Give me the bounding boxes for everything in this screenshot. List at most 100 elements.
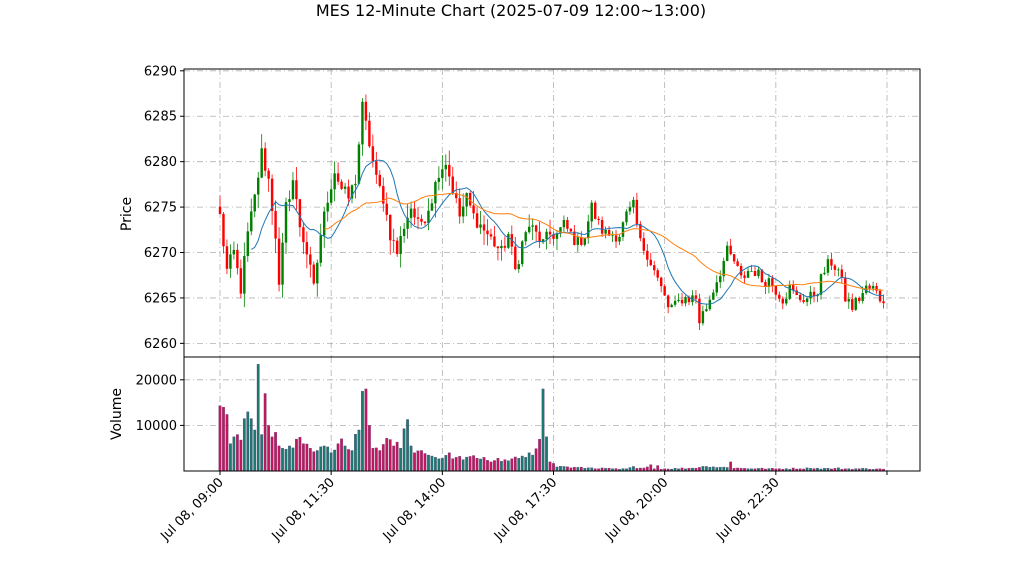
volume-bar <box>552 463 555 472</box>
volume-bar <box>409 445 413 472</box>
candle-body <box>423 221 427 224</box>
candle-body <box>385 203 388 215</box>
candle-body <box>694 295 698 299</box>
candle-body <box>854 297 857 310</box>
candle-body <box>409 208 413 218</box>
volume-bar <box>395 441 399 472</box>
candle-body <box>326 202 329 212</box>
volume-bar <box>440 458 444 472</box>
volume-bar <box>239 439 243 472</box>
price-tick-label: 6270 <box>144 246 177 261</box>
volume-bar <box>715 467 719 472</box>
candle-body <box>562 219 566 228</box>
volume-bar <box>548 461 552 472</box>
volume-bar <box>420 450 423 472</box>
candle-body <box>701 311 705 324</box>
candle-body <box>253 194 256 212</box>
candle-body <box>576 237 580 245</box>
candle-body <box>805 298 809 303</box>
candle-body <box>323 211 326 236</box>
candle-body <box>621 222 625 237</box>
candle-body <box>604 229 607 234</box>
price-panel-frame <box>183 68 921 358</box>
volume-tick-label: 10000 <box>136 419 177 434</box>
candle-body <box>368 120 371 147</box>
candle-body <box>413 208 416 218</box>
candle-body <box>309 254 312 265</box>
candle-body <box>218 206 222 214</box>
ma-long-line <box>324 192 884 291</box>
volume-bar <box>364 388 368 472</box>
candle-body <box>618 236 621 242</box>
volume-bar <box>576 467 580 472</box>
volume-bar <box>336 443 340 472</box>
candle-body <box>229 254 232 269</box>
candle-body <box>493 236 496 247</box>
volume-bar <box>256 364 260 472</box>
volume-bar <box>632 466 635 472</box>
candle-body <box>729 245 732 255</box>
candle-body <box>270 178 274 211</box>
volume-bar <box>406 419 409 472</box>
volume-bar <box>531 454 535 472</box>
volume-bar <box>343 445 347 472</box>
candle-body <box>455 193 458 199</box>
candle-body <box>531 225 534 227</box>
candle-body <box>625 211 628 223</box>
volume-bar <box>322 445 326 472</box>
volume-bar <box>656 465 660 472</box>
candle-body <box>712 292 715 300</box>
volume-bar <box>534 448 538 472</box>
candle-body <box>482 224 486 231</box>
candle-body <box>389 214 392 241</box>
candle-body <box>402 228 406 236</box>
candle-body <box>406 217 409 229</box>
candle-body <box>597 218 600 221</box>
volume-bar <box>225 414 229 472</box>
volume-bar <box>729 461 733 472</box>
candle-body <box>475 213 479 228</box>
candle-body <box>878 290 882 302</box>
x-tick-label: Jul 08, 14:00 <box>380 475 449 544</box>
volume-bar <box>493 460 496 472</box>
volume-bar <box>559 466 562 472</box>
candle-body <box>277 238 281 285</box>
volume-bar <box>451 458 455 472</box>
volume-grid <box>184 357 920 471</box>
x-tick-label: Jul 08, 09:00 <box>157 475 226 544</box>
volume-bar <box>538 438 541 472</box>
volume-bar <box>545 436 548 472</box>
volume-axis-label: Volume <box>109 388 125 440</box>
candle-body <box>673 300 677 305</box>
volume-bar <box>711 466 715 472</box>
volume-bar <box>427 454 430 472</box>
candle-body <box>732 254 736 262</box>
candle-body <box>350 185 354 199</box>
candle-body <box>274 210 277 239</box>
candle-body <box>670 304 673 308</box>
volume-bar <box>708 467 712 472</box>
volume-bar <box>277 445 281 472</box>
candle-body <box>267 170 270 179</box>
volume-bar <box>319 446 323 472</box>
candle-body <box>785 298 788 304</box>
candle-body <box>628 207 632 212</box>
volume-bar <box>461 459 465 472</box>
candle-body <box>764 282 767 287</box>
volume-bar <box>374 447 378 472</box>
volume-bar <box>378 450 382 472</box>
candle-body <box>392 240 395 242</box>
candle-body <box>451 176 454 194</box>
candle-body <box>653 265 656 271</box>
candle-body <box>298 199 302 228</box>
candle-body <box>753 271 757 276</box>
volume-bar <box>354 434 357 472</box>
candle-body <box>284 202 288 243</box>
candle-body <box>527 226 531 233</box>
volume-bar <box>510 458 514 472</box>
candle-body <box>538 231 541 243</box>
volume-bar <box>274 432 277 472</box>
candle-body <box>781 298 784 304</box>
volume-bar <box>315 450 319 472</box>
volume-bar <box>357 429 361 472</box>
